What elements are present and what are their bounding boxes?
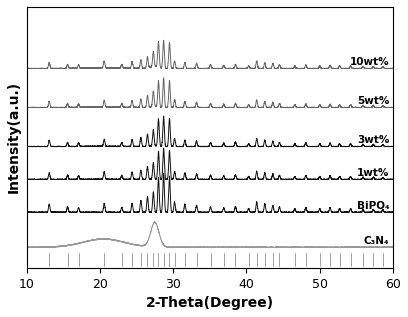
Text: C₃N₄: C₃N₄ xyxy=(364,236,390,246)
Text: 3wt%: 3wt% xyxy=(357,135,390,145)
X-axis label: 2-Theta(Degree): 2-Theta(Degree) xyxy=(146,296,274,310)
Text: 5wt%: 5wt% xyxy=(357,96,390,106)
Text: BiPO₄: BiPO₄ xyxy=(357,201,390,211)
Text: 1wt%: 1wt% xyxy=(357,168,390,178)
Text: 10wt%: 10wt% xyxy=(350,57,390,67)
Y-axis label: Intensity(a.u.): Intensity(a.u.) xyxy=(7,81,21,193)
